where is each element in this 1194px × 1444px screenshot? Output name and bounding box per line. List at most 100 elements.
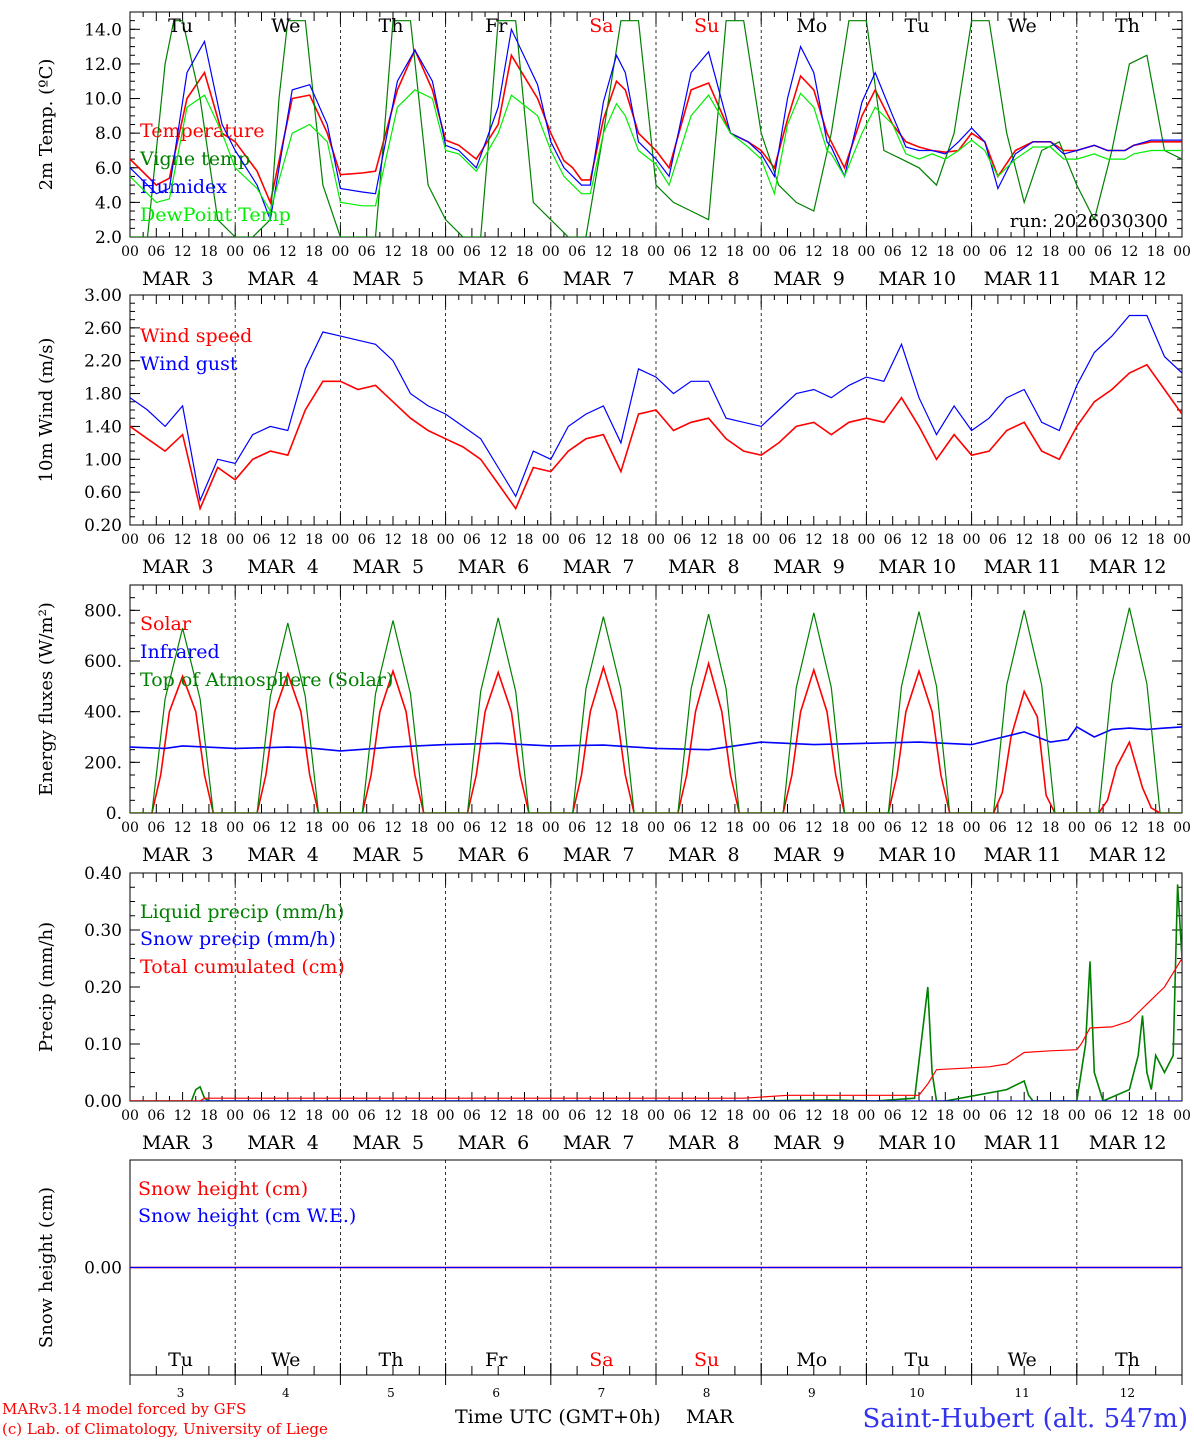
hour-tick-label: 12 <box>489 1108 507 1124</box>
hour-tick-label: 06 <box>147 244 165 260</box>
legend-entry: Wind gust <box>140 353 238 375</box>
hour-tick-label: 12 <box>384 532 402 548</box>
month-label: MAR <box>686 1406 734 1428</box>
day-of-week-label: Th <box>379 1349 404 1371</box>
hour-tick-label: 06 <box>673 532 691 548</box>
date-label: MAR 4 <box>247 844 319 866</box>
hour-tick-label: 18 <box>305 532 323 548</box>
station-title: Saint-Hubert (alt. 547m) <box>862 1404 1188 1434</box>
date-label: MAR 3 <box>142 268 214 290</box>
hour-tick-label: 00 <box>857 244 875 260</box>
hour-tick-label: 12 <box>1120 532 1138 548</box>
hour-tick-label: 18 <box>936 244 954 260</box>
hour-tick-label: 18 <box>200 244 218 260</box>
hour-tick-label: 00 <box>226 244 244 260</box>
hour-tick-label: 06 <box>568 1108 586 1124</box>
hour-tick-label: 12 <box>174 1108 192 1124</box>
copyright: (c) Lab. of Climatology, University of L… <box>2 1420 328 1438</box>
hour-tick-label: 00 <box>542 1108 560 1124</box>
hour-tick-label: 00 <box>226 820 244 836</box>
hour-tick-label: 12 <box>805 1108 823 1124</box>
day-of-week-label: Th <box>379 15 404 37</box>
hour-tick-label: 12 <box>594 532 612 548</box>
series-line-temp-1 <box>130 20 1182 237</box>
ytick-label: 6.0 <box>95 159 122 179</box>
hour-tick-label: 06 <box>989 244 1007 260</box>
hour-tick-label: 12 <box>174 244 192 260</box>
hour-tick-label: 18 <box>200 820 218 836</box>
ytick-label: 1.00 <box>84 450 122 470</box>
hour-tick-label: 18 <box>936 532 954 548</box>
day-of-week-label: Tu <box>168 15 193 37</box>
hour-tick-label: 00 <box>1068 244 1086 260</box>
hour-tick-label: 12 <box>489 532 507 548</box>
hour-tick-label: 18 <box>410 244 428 260</box>
run-label: run: 2026030300 <box>1010 211 1168 232</box>
hour-tick-label: 00 <box>1068 532 1086 548</box>
hour-tick-label: 00 <box>752 820 770 836</box>
hour-tick-label: 06 <box>463 244 481 260</box>
hour-tick-label: 18 <box>200 532 218 548</box>
ytick-label: 800. <box>84 601 122 621</box>
hour-tick-label: 12 <box>279 820 297 836</box>
hour-tick-label: 00 <box>1068 1108 1086 1124</box>
day-of-week-label: Fr <box>485 1349 508 1371</box>
hour-tick-label: 06 <box>253 532 271 548</box>
ylabel: Snow height (cm) <box>36 1187 57 1348</box>
legend-entry: DewPoint Temp <box>140 204 291 226</box>
hour-tick-label: 12 <box>1120 244 1138 260</box>
date-label: MAR 9 <box>773 844 845 866</box>
date-label: MAR 11 <box>984 1132 1062 1154</box>
hour-tick-label-last: 00 <box>1173 820 1191 836</box>
hour-tick-label: 18 <box>831 244 849 260</box>
legend-entry: Top of Atmosphere (Solar) <box>140 669 393 691</box>
date-label: MAR 6 <box>458 556 530 578</box>
ylabel: 2m Temp. (ºC) <box>36 59 57 191</box>
hour-tick-label: 18 <box>410 532 428 548</box>
date-label: MAR 12 <box>1089 268 1167 290</box>
hour-tick-label: 18 <box>516 1108 534 1124</box>
day-number-label: 11 <box>1015 1386 1030 1400</box>
date-label: MAR 4 <box>247 268 319 290</box>
hour-tick-label: 06 <box>989 1108 1007 1124</box>
ytick-label: 600. <box>84 652 122 672</box>
hour-tick-label: 06 <box>884 820 902 836</box>
date-label: MAR 5 <box>352 556 424 578</box>
hour-tick-label: 06 <box>673 1108 691 1124</box>
panel-precip: 0.00 0.10 0.20 0.30 0.40 Precip (mm/h) Liquid … <box>36 864 1191 1154</box>
hour-tick-label: 18 <box>621 244 639 260</box>
hour-tick-label: 06 <box>779 820 797 836</box>
hour-tick-label: 18 <box>621 532 639 548</box>
hour-tick-label: 18 <box>1147 244 1165 260</box>
date-label: MAR 7 <box>563 268 635 290</box>
hour-tick-label: 00 <box>437 1108 455 1124</box>
day-of-week-label: We <box>271 15 300 37</box>
date-label: MAR 11 <box>984 556 1062 578</box>
hour-tick-label: 06 <box>463 820 481 836</box>
hour-tick-label: 06 <box>779 532 797 548</box>
hour-tick-label: 00 <box>752 1108 770 1124</box>
xlabel: Time UTC (GMT+0h) <box>455 1406 661 1428</box>
legend-entry: Infrared <box>140 641 220 663</box>
ytick-label: 0.20 <box>84 978 122 998</box>
hour-tick-label: 18 <box>831 1108 849 1124</box>
date-label: MAR 8 <box>668 844 740 866</box>
ytick-label: 0.40 <box>84 864 122 884</box>
day-number-label: 4 <box>282 1386 290 1400</box>
ytick-label: 0.00 <box>84 1092 122 1112</box>
hour-tick-label: 18 <box>516 532 534 548</box>
series-line-temp-2 <box>130 27 1182 222</box>
day-of-week-label: Su <box>694 15 719 37</box>
date-label: MAR 12 <box>1089 556 1167 578</box>
hour-tick-label: 06 <box>253 820 271 836</box>
hour-tick-label: 18 <box>936 820 954 836</box>
day-number-label: 8 <box>703 1386 711 1400</box>
hour-tick-label: 12 <box>279 244 297 260</box>
hour-tick-label: 06 <box>989 532 1007 548</box>
hour-tick-label-last: 00 <box>1173 1108 1191 1124</box>
ytick-label: 4.0 <box>95 193 122 213</box>
hour-tick-label: 06 <box>884 532 902 548</box>
hour-tick-label: 12 <box>279 1108 297 1124</box>
hour-tick-label: 18 <box>1042 244 1060 260</box>
